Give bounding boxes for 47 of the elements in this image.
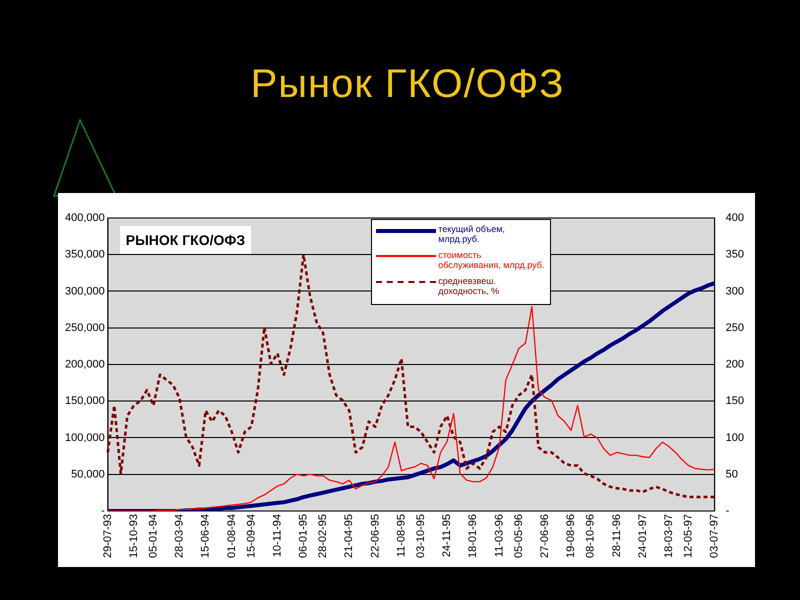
x-tick-label: 27-06-96 — [539, 514, 552, 558]
x-tick-label: 28-02-95 — [317, 514, 330, 558]
x-tick-label: 08-10-96 — [584, 514, 597, 558]
x-tick-label: 03-07-97 — [708, 514, 721, 558]
y-tick-label: 300,000 — [64, 285, 105, 298]
y2-tick-label: 100 — [726, 432, 744, 444]
y2-tick-label: 50 — [726, 468, 738, 480]
x-tick-label: 19-08-96 — [565, 514, 578, 558]
y-tick-label: 100,000 — [64, 432, 105, 444]
x-tick-label: 15-06-94 — [200, 514, 212, 558]
x-tick-label: 10-11-94 — [271, 514, 284, 558]
x-tick-label: 15-10-93 — [128, 514, 140, 558]
x-tick-label: 01-08-94 — [226, 514, 238, 558]
x-tick-label: 11-03-96 — [493, 514, 506, 558]
text: РЫНОК ГКО/ОФЗ — [120, 226, 252, 254]
x-tick-label: 05-05-96 — [512, 514, 525, 558]
y2-tick-label: 150 — [726, 395, 744, 408]
x-tick-label: 28-11-96 — [610, 514, 623, 558]
x-tick-label: 22-06-95 — [369, 514, 382, 558]
y-tick-label: 400,000 — [64, 212, 105, 224]
y2-tick-label: 350 — [726, 248, 744, 261]
x-tick-label: 29-07-93 — [102, 514, 114, 558]
x-tick-label: 05-01-94 — [147, 514, 160, 558]
x-tick-label: 28-03-94 — [174, 514, 186, 558]
x-tick-label: 24-11-95 — [441, 514, 454, 558]
chart-title: Рынок ГКО/ОФЗ — [250, 62, 566, 107]
x-tick-label: 12-05-97 — [682, 514, 695, 558]
y2-tick-label: 200 — [726, 358, 744, 371]
x-tick-label: 06-01-95 — [298, 514, 310, 558]
y2-tick-label: 400 — [726, 212, 744, 224]
x-tick-label: 18-03-97 — [663, 514, 675, 558]
y2-tick-label: 300 — [726, 285, 744, 298]
y-tick-label: 200,000 — [64, 358, 105, 371]
line-series — [106, 253, 716, 498]
x-tick-label: 24-01-97 — [636, 514, 649, 558]
x-tick-label: 15-09-94 — [245, 514, 258, 558]
x-tick-label: 18-01-96 — [467, 514, 480, 558]
x-tick-label: 11-08-95 — [395, 514, 408, 558]
y-tick-label: 50,000 — [71, 468, 105, 480]
y-tick-label: 150,000 — [64, 395, 105, 408]
x-tick-label: 03-10-95 — [415, 514, 428, 558]
y-tick-label: 350,000 — [64, 248, 105, 261]
y-tick-label: 250,000 — [64, 322, 105, 334]
x-tick-label: 21-04-95 — [343, 514, 356, 558]
legend-panel: текущий объем, млрд.руб. стоимость обслуживания, млрд.руб. средневзвеш. доходность, % — [371, 219, 552, 305]
y2-tick-label: 250 — [726, 322, 744, 334]
y2-tick-label: - — [726, 505, 730, 517]
